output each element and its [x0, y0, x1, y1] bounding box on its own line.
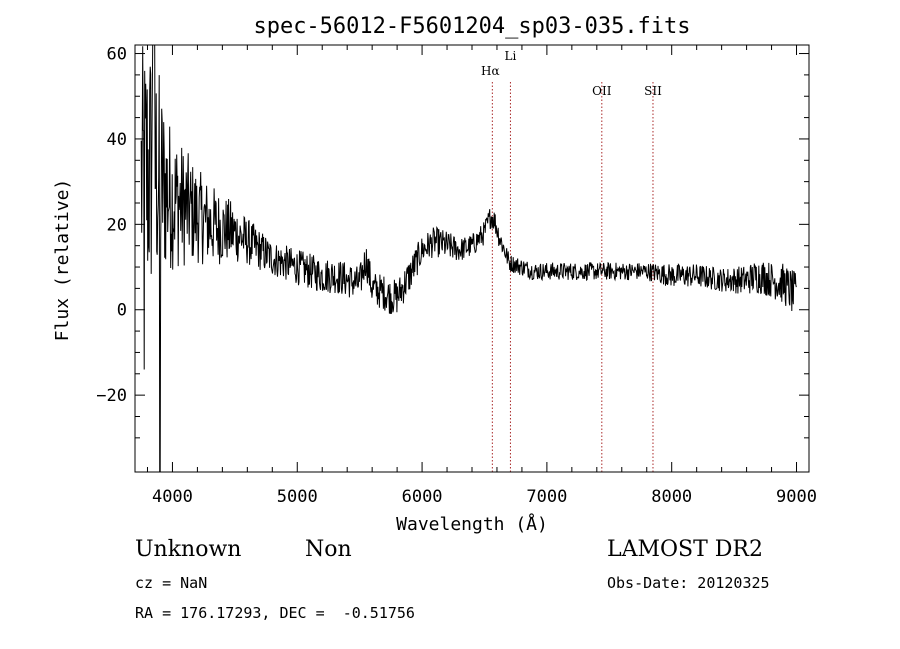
y-tick-label: 20 — [107, 215, 127, 235]
ra-dec-coordinates: RA = 176.17293, DEC = -0.51756 — [135, 604, 415, 622]
line-marker-label: Hα — [481, 64, 500, 78]
chart-title: spec-56012-F5601204_sp03-035.fits — [253, 14, 690, 39]
y-axis-label: Flux (relative) — [52, 179, 73, 342]
x-axis-label: Wavelength (Å) — [396, 513, 548, 535]
emission-line-markers: Hα Li OII SII — [481, 49, 662, 472]
y-tick-label: −20 — [96, 386, 127, 406]
spectrum-chart: spec-56012-F5601204_sp03-035.fits 4000 50… — [52, 14, 817, 535]
axis-ticks — [135, 45, 809, 472]
plot-frame — [134, 44, 810, 473]
line-marker-label: Li — [505, 49, 517, 63]
x-tick-label: 7000 — [526, 487, 567, 507]
redshift-cz: cz = NaN — [135, 574, 208, 592]
y-tick-label: 60 — [107, 45, 127, 65]
axis-tick-labels: 4000 5000 6000 7000 8000 9000 −20 0 20 40 60 — [96, 45, 817, 507]
survey-name: LAMOST DR2 — [607, 537, 763, 562]
x-tick-label: 5000 — [277, 487, 318, 507]
spectrum-line — [140, 44, 797, 473]
object-class: Unknown — [135, 537, 242, 562]
x-tick-label: 4000 — [152, 487, 193, 507]
x-tick-label: 9000 — [776, 487, 817, 507]
observation-date: Obs-Date: 20120325 — [607, 574, 770, 592]
y-tick-label: 40 — [107, 130, 127, 150]
line-marker-label: SII — [644, 84, 662, 98]
object-subclass: Non — [305, 537, 352, 562]
x-tick-label: 8000 — [651, 487, 692, 507]
y-tick-label: 0 — [117, 301, 127, 321]
line-marker-label: OII — [592, 84, 612, 98]
x-tick-label: 6000 — [402, 487, 443, 507]
